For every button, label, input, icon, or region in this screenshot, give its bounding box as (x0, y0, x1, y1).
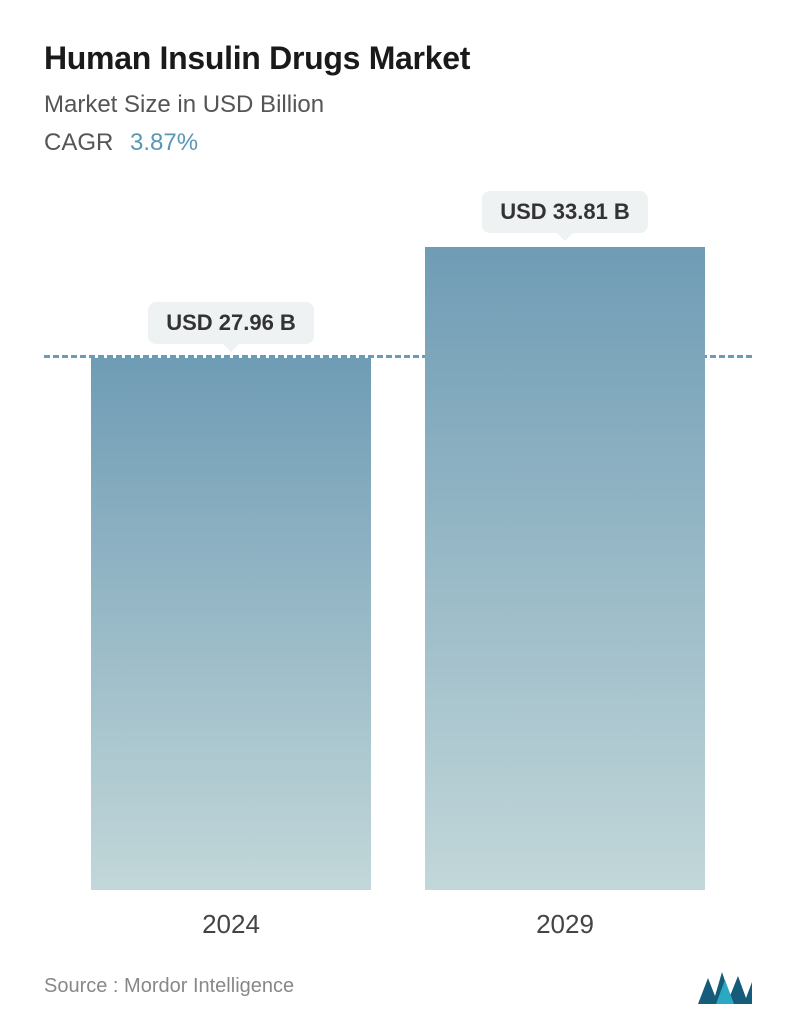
x-axis-labels: 2024 2029 (44, 909, 752, 940)
chart-plot-area: USD 27.96 B USD 33.81 B 2024 2029 (44, 187, 752, 950)
brand-logo-icon (698, 968, 752, 1004)
chart-container: Human Insulin Drugs Market Market Size i… (0, 0, 796, 1034)
x-label-1: 2029 (415, 909, 715, 940)
cagr-row: CAGR 3.87% (44, 129, 752, 157)
bars-group: USD 27.96 B USD 33.81 B (44, 187, 752, 890)
value-badge-0: USD 27.96 B (148, 302, 314, 344)
cagr-value: 3.87% (130, 129, 198, 156)
bar-group-0: USD 27.96 B (81, 302, 381, 890)
value-badge-1: USD 33.81 B (482, 191, 648, 233)
chart-subtitle: Market Size in USD Billion (44, 91, 752, 119)
chart-title: Human Insulin Drugs Market (44, 40, 752, 77)
bar-0 (91, 358, 371, 890)
chart-footer: Source : Mordor Intelligence (44, 950, 752, 1004)
x-label-0: 2024 (81, 909, 381, 940)
bar-1 (425, 247, 705, 890)
cagr-label: CAGR (44, 129, 113, 156)
bar-group-1: USD 33.81 B (415, 191, 715, 890)
source-text: Source : Mordor Intelligence (44, 975, 294, 998)
